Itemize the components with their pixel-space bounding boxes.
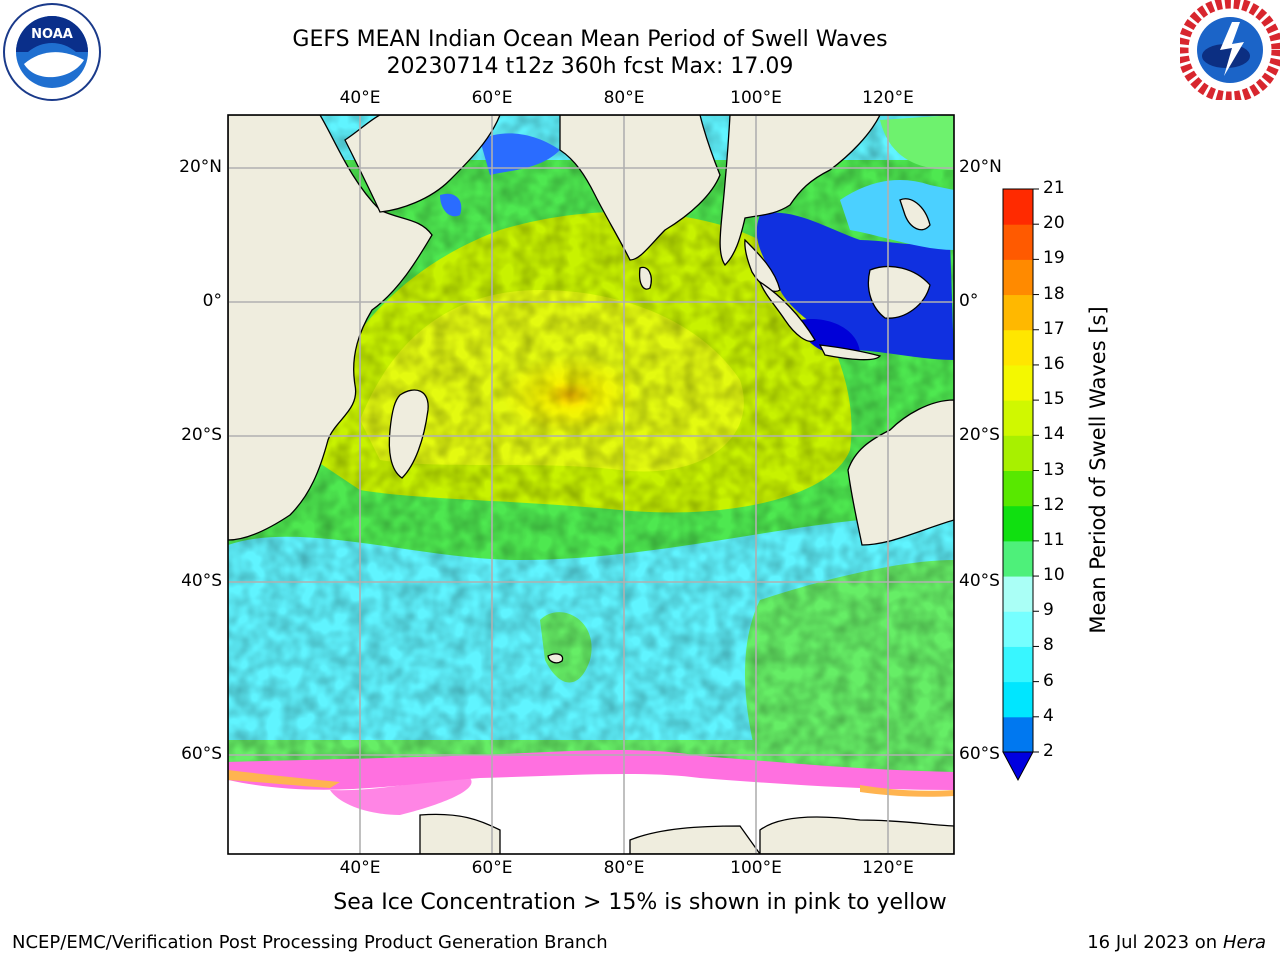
footer-date-text: 16 Jul 2023 on	[1087, 932, 1223, 953]
map-title: GEFS MEAN Indian Ocean Mean Period of Sw…	[292, 27, 888, 52]
map-frame	[227, 114, 955, 855]
colorbar-segment	[1003, 646, 1033, 683]
sea-ice-note: Sea Ice Concentration > 15% is shown in …	[333, 890, 947, 915]
lat-label-left: 60°S	[181, 744, 222, 764]
noaa-logo-text: NOAA	[31, 27, 73, 42]
colorbar-tick-label: 15	[1043, 389, 1065, 410]
colorbar-extend-arrow	[1002, 751, 1034, 782]
colorbar-segment	[1003, 576, 1033, 612]
lat-label-right: 20°N	[959, 157, 1002, 177]
lat-label-right: 60°S	[959, 744, 1000, 764]
colorbar-tick-label: 10	[1043, 565, 1065, 586]
lon-label-top: 40°E	[339, 88, 381, 108]
lon-label-bottom: 120°E	[862, 858, 914, 878]
lon-label-bottom: 100°E	[730, 858, 782, 878]
lon-label-top: 120°E	[862, 88, 914, 108]
lat-label-right: 40°S	[959, 571, 1000, 591]
map-field	[228, 115, 954, 854]
colorbar-segment	[1003, 611, 1033, 647]
south-china-sea-blue	[756, 212, 954, 360]
sea-ice-pink	[228, 750, 954, 790]
colorbar-segment	[1003, 716, 1033, 753]
borneo-landmass	[867, 265, 931, 319]
gulf-blue	[480, 133, 560, 175]
lon-label-bottom: 80°E	[603, 858, 645, 878]
colorbar-tick-label: 2	[1043, 741, 1054, 761]
lat-label-left: 20°N	[179, 157, 222, 177]
arabian-peninsula	[344, 115, 501, 213]
colorbar-tick-label: 21	[1043, 178, 1065, 198]
lon-label-top: 80°E	[603, 88, 645, 108]
colorbar-segment	[1003, 189, 1033, 225]
colorbar-segment	[1003, 400, 1033, 436]
colorbar-segment	[1003, 364, 1033, 401]
antarctica-landmass	[419, 813, 954, 854]
colorbar-tick-label: 11	[1043, 529, 1065, 550]
noaa-logo-icon: NOAA	[3, 3, 101, 101]
lon-label-top: 60°E	[471, 88, 513, 108]
colorbar-title: Mean Period of Swell Waves [s]	[1086, 306, 1110, 634]
colorbar-tick-label: 13	[1043, 459, 1065, 480]
sri-lanka-landmass	[638, 266, 652, 290]
lat-label-left: 20°S	[181, 425, 222, 445]
land-masses	[228, 115, 954, 664]
colorbar	[1002, 188, 1039, 782]
lon-label-bottom: 60°E	[471, 858, 513, 878]
colorbar-tick-label: 14	[1043, 424, 1065, 445]
java-landmass	[818, 344, 882, 361]
colorbar-tick-label: 20	[1043, 213, 1065, 234]
map-gridlines	[228, 115, 954, 854]
colorbar-segment	[1003, 329, 1033, 366]
colorbar-tick-label: 12	[1043, 494, 1065, 515]
colorbar-tick-label: 19	[1043, 248, 1065, 269]
map-subtitle: 20230714 t12z 360h fcst Max: 17.09	[386, 54, 794, 79]
colorbar-segment	[1003, 224, 1033, 260]
footer-date: 16 Jul 2023 on Hera	[1087, 932, 1266, 953]
lon-label-bottom: 40°E	[339, 858, 381, 878]
colorbar-segment	[1003, 435, 1033, 471]
footer-machine: Hera	[1222, 932, 1266, 953]
indochina-landmass	[719, 115, 881, 267]
colorbar-segment	[1003, 470, 1033, 507]
philippines-landmass	[899, 198, 931, 231]
colorbar-segment	[1003, 259, 1033, 296]
colorbar-segment	[1003, 681, 1033, 718]
madagascar-landmass	[388, 389, 429, 479]
colorbar-tick-label: 8	[1043, 635, 1054, 656]
colorbar-tick-label: 4	[1043, 705, 1054, 726]
colorbar-tick-label: 16	[1043, 353, 1065, 374]
footer-branch: NCEP/EMC/Verification Post Processing Pr…	[12, 932, 608, 953]
colorbar-tick-label: 17	[1043, 318, 1065, 339]
colorbar-segment	[1003, 505, 1033, 542]
colorbar-segment	[1003, 294, 1033, 331]
colorbar-tick-label: 18	[1043, 283, 1065, 304]
lon-label-top: 100°E	[730, 88, 782, 108]
lat-label-left: 0°	[202, 291, 222, 311]
lat-label-right: 0°	[959, 291, 979, 311]
lat-label-left: 40°S	[181, 571, 222, 591]
swell-period-map	[227, 114, 1039, 855]
colorbar-tick-label: 9	[1043, 600, 1054, 621]
lat-label-right: 20°S	[959, 425, 1000, 445]
kerguelen-island	[547, 653, 564, 664]
colorbar-tick-label: 6	[1043, 670, 1054, 691]
colorbar-segment	[1003, 540, 1033, 577]
nws-logo-icon	[1180, 0, 1280, 100]
